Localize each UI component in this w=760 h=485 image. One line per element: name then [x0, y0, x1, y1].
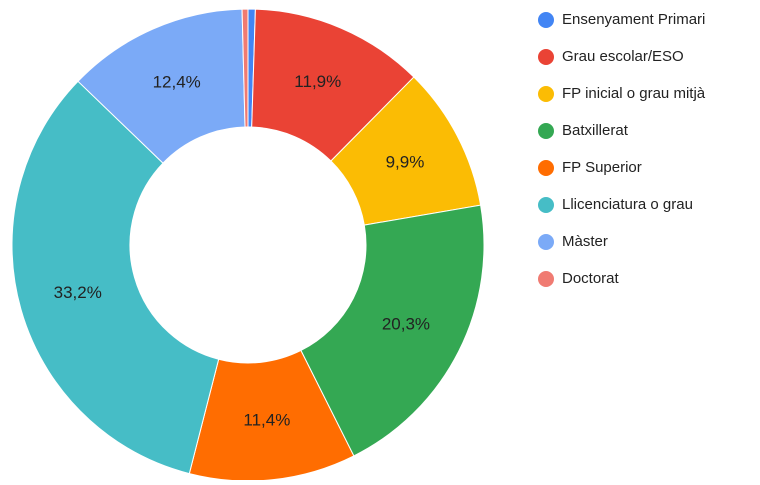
legend-marker — [538, 234, 554, 250]
legend-marker — [538, 197, 554, 213]
legend-label: Ensenyament Primari — [562, 11, 705, 28]
slice-label: 11,4% — [243, 410, 290, 429]
legend-marker — [538, 86, 554, 102]
legend-marker — [538, 123, 554, 139]
slice — [300, 204, 485, 457]
legend-label: FP inicial o grau mitjà — [562, 85, 706, 102]
slice — [11, 80, 220, 475]
legend-marker — [538, 160, 554, 176]
legend-label: Doctorat — [562, 270, 620, 287]
slice-label: 12,4% — [153, 72, 201, 91]
legend-label: Batxillerat — [562, 122, 629, 139]
slice-label: 11,9% — [294, 72, 341, 91]
slice-label: 33,2% — [54, 283, 102, 302]
legend-label: Grau escolar/ESO — [562, 48, 684, 65]
slice-label: 20,3% — [382, 314, 430, 333]
legend-label: Màster — [562, 233, 608, 250]
legend-marker — [538, 12, 554, 28]
legend-marker — [538, 271, 554, 287]
slice-label: 9,9% — [386, 153, 425, 172]
legend-label: Llicenciatura o grau — [562, 196, 693, 213]
legend-marker — [538, 49, 554, 65]
legend-label: FP Superior — [562, 159, 642, 176]
slice — [241, 8, 249, 128]
